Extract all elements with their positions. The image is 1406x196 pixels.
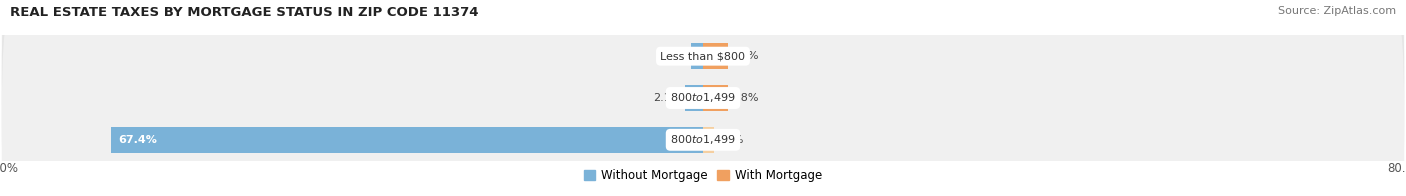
FancyBboxPatch shape bbox=[1, 20, 1405, 196]
Bar bbox=[685, 85, 703, 111]
Text: $800 to $1,499: $800 to $1,499 bbox=[671, 92, 735, 104]
Text: 2.8%: 2.8% bbox=[730, 51, 759, 61]
Bar bbox=[703, 43, 728, 69]
Text: 1.2%: 1.2% bbox=[716, 135, 745, 145]
Legend: Without Mortgage, With Mortgage: Without Mortgage, With Mortgage bbox=[583, 169, 823, 182]
Text: 1.4%: 1.4% bbox=[659, 51, 688, 61]
Text: 2.1%: 2.1% bbox=[654, 93, 682, 103]
Text: 2.8%: 2.8% bbox=[730, 93, 759, 103]
Text: Source: ZipAtlas.com: Source: ZipAtlas.com bbox=[1278, 6, 1396, 16]
Bar bbox=[703, 127, 713, 153]
Bar bbox=[703, 85, 728, 111]
Text: Less than $800: Less than $800 bbox=[661, 51, 745, 61]
Text: 67.4%: 67.4% bbox=[118, 135, 156, 145]
Text: REAL ESTATE TAXES BY MORTGAGE STATUS IN ZIP CODE 11374: REAL ESTATE TAXES BY MORTGAGE STATUS IN … bbox=[10, 6, 478, 19]
FancyBboxPatch shape bbox=[1, 0, 1405, 176]
Bar bbox=[690, 43, 703, 69]
Bar bbox=[111, 127, 703, 153]
Text: $800 to $1,499: $800 to $1,499 bbox=[671, 133, 735, 146]
